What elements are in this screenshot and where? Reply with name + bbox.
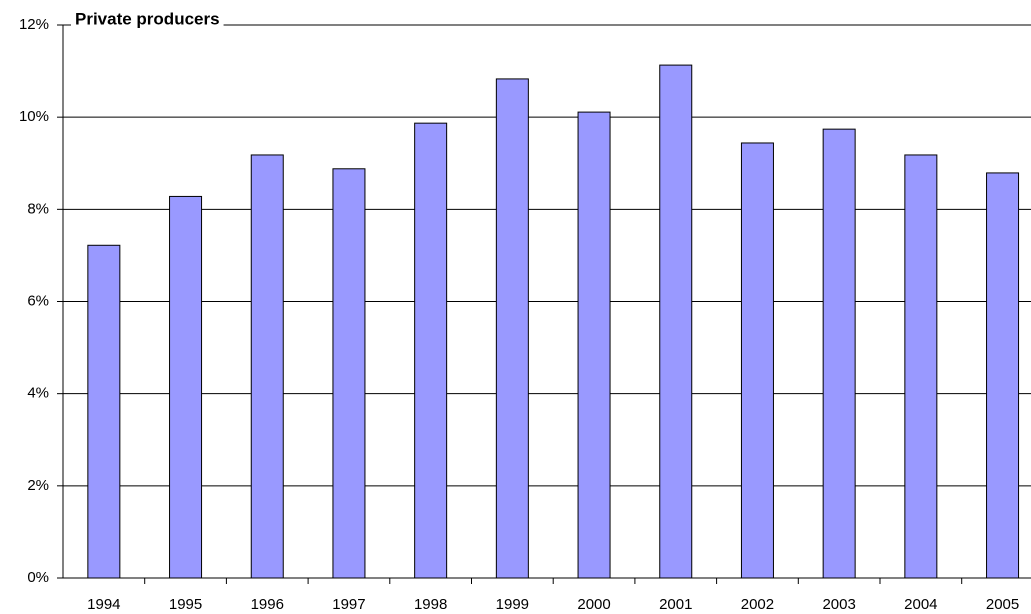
bar [904,154,938,579]
x-tick-label: 1994 [87,596,120,613]
x-tick-label: 2002 [741,596,774,613]
bar [414,122,448,579]
y-tick-label: 6% [27,292,49,309]
bar [495,78,529,579]
bar [169,195,203,579]
x-tick-label: 2000 [577,596,610,613]
x-tick-label: 1997 [332,596,365,613]
chart-title: Private producers [75,9,220,28]
bar [87,244,121,579]
y-tick-label: 4% [27,385,49,402]
y-tick-label: 8% [27,200,49,217]
x-tick-label: 1995 [169,596,202,613]
y-tick-label: 12% [19,16,49,33]
bar [332,168,366,579]
bar [822,128,856,579]
bar [577,111,611,579]
y-tick-label: 10% [19,108,49,125]
x-tick-label: 1998 [414,596,447,613]
x-tick-label: 2001 [659,596,692,613]
y-tick-label: 0% [27,569,49,586]
x-tick-label: 2004 [904,596,937,613]
x-tick-label: 2003 [822,596,855,613]
bar [659,64,693,579]
x-tick-label: 1999 [496,596,529,613]
x-tick-label: 2005 [986,596,1019,613]
title-background [71,7,224,31]
x-tick-label: 1996 [251,596,284,613]
bar [986,172,1020,579]
y-tick-label: 2% [27,477,49,494]
bar [250,154,284,579]
bar [740,142,774,579]
